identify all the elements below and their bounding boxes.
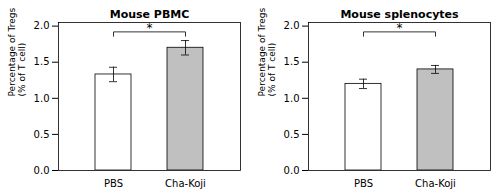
- svg-text:Percentage of Tregs(% of T cel: Percentage of Tregs(% of T cell): [7, 8, 27, 97]
- svg-text:1.0: 1.0: [34, 93, 50, 104]
- svg-text:PBS: PBS: [354, 178, 373, 189]
- svg-text:1.5: 1.5: [284, 56, 300, 67]
- svg-text:2.0: 2.0: [34, 20, 50, 31]
- svg-text:0.0: 0.0: [34, 165, 50, 176]
- svg-text:0.0: 0.0: [284, 165, 300, 176]
- svg-text:1.5: 1.5: [34, 56, 50, 67]
- svg-text:2.0: 2.0: [284, 20, 300, 31]
- svg-text:0.5: 0.5: [34, 129, 50, 140]
- svg-text:1.0: 1.0: [284, 93, 300, 104]
- svg-text:*: *: [397, 21, 403, 35]
- svg-text:Mouse splenocytes: Mouse splenocytes: [340, 8, 459, 21]
- svg-text:Mouse PBMC: Mouse PBMC: [110, 8, 190, 21]
- svg-text:Cha-Koji: Cha-Koji: [165, 178, 206, 189]
- svg-text:*: *: [147, 21, 153, 35]
- svg-text:Cha-Koji: Cha-Koji: [415, 178, 456, 189]
- svg-text:Percentage of Tregs(% of T cel: Percentage of Tregs(% of T cell): [257, 8, 277, 97]
- svg-text:PBS: PBS: [104, 178, 123, 189]
- svg-text:0.5: 0.5: [284, 129, 300, 140]
